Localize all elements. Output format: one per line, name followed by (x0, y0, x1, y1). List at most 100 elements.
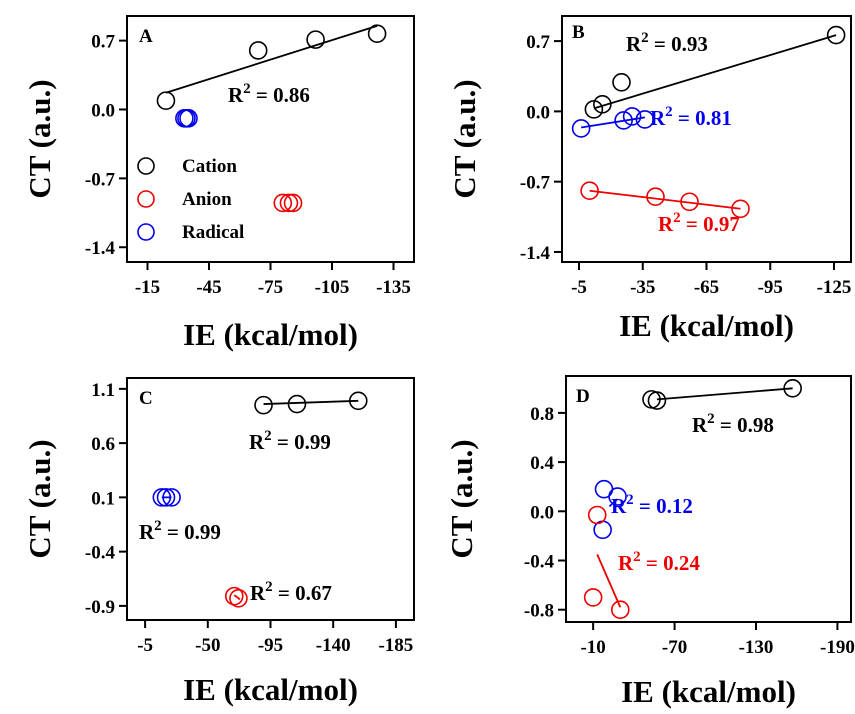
panel-letter: B (572, 22, 585, 43)
data-point-cation (254, 395, 273, 415)
y-tick-label: -0.4 (85, 543, 116, 564)
data-point-radical (156, 488, 176, 507)
data-point-cation (248, 41, 268, 60)
r2-label: R2 = 0.24 (618, 549, 700, 575)
r2-label: R2 = 0.99 (249, 428, 331, 454)
r2-label: R2 = 0.86 (228, 81, 310, 107)
data-point-anion (229, 588, 248, 608)
x-axis-title: IE (kcal/mol) (621, 674, 796, 709)
x-tick-label: -5 (571, 277, 587, 298)
plot-frame (126, 15, 415, 263)
legend-marker (137, 157, 155, 175)
y-axis-title: CT (a.u.) (444, 439, 479, 558)
panel-letter: C (139, 388, 153, 409)
data-point-radical (571, 119, 591, 138)
data-point-anion (580, 181, 599, 201)
data-point-cation (593, 95, 612, 114)
fit-line-radical (608, 498, 619, 508)
y-tick-label: -0.7 (85, 169, 116, 190)
data-point-anion (224, 586, 244, 606)
x-tick-label: -50 (195, 635, 220, 656)
legend-marker (137, 190, 155, 208)
x-axis-title: IE (kcal/mol) (619, 308, 794, 343)
y-tick-label: -0.9 (85, 597, 115, 618)
plot-frame (565, 375, 852, 623)
r2-label: R2 = 0.99 (139, 518, 221, 544)
x-tick-label: -95 (758, 277, 783, 298)
x-axis-title: IE (kcal/mol) (183, 672, 358, 707)
fit-line-anion (233, 594, 241, 601)
r2-label: R2 = 0.12 (611, 492, 693, 518)
data-point-anion (279, 193, 299, 213)
data-point-cation (783, 378, 802, 398)
panel-a: -15 -45 -75 -105 -135 0.7 0.0 -0.7 -1.4 IE (kcal/… (22, 15, 415, 352)
legend-label: Radical (182, 222, 244, 243)
x-tick-label: -45 (196, 277, 221, 298)
x-tick-label: -75 (258, 277, 283, 298)
fit-line-cation (165, 24, 378, 94)
x-tick-label: -130 (739, 637, 774, 658)
legend: Cation Anion Radical (137, 156, 244, 243)
legend-marker (137, 223, 155, 241)
panel-c: -5 -50 -95 -140 -185 1.1 0.6 0.1 -0.4 -0.9 IE (kca… (22, 377, 415, 707)
y-tick-label: -0.7 (520, 173, 551, 194)
panel-letter: A (139, 26, 153, 47)
y-tick-label: -1.4 (85, 238, 116, 259)
y-tick-label: 0.0 (530, 502, 554, 523)
x-tick-label: -65 (694, 277, 719, 298)
data-point-cation (647, 391, 667, 410)
data-point-cation (156, 91, 176, 110)
fit-line-anion (596, 553, 622, 608)
data-point-radical (614, 111, 633, 130)
data-point-anion (583, 588, 603, 607)
y-tick-label: 0.0 (91, 100, 115, 121)
x-tick-label: -190 (820, 637, 855, 658)
y-axis-title: CT (a.u.) (22, 439, 57, 558)
data-point-radical (152, 488, 172, 507)
y-axis-title: CT (a.u.) (22, 79, 57, 198)
x-axis-title: IE (kcal/mol) (183, 317, 358, 352)
fit-line-radical (580, 116, 646, 129)
legend-label: Cation (182, 156, 237, 177)
y-axis-title: CT (a.u.) (447, 79, 482, 198)
data-point-anion (610, 600, 630, 620)
x-tick-label: -95 (258, 635, 283, 656)
x-tick-label: -135 (376, 277, 411, 298)
panel-d: -10 -70 -130 -190 0.8 0.4 0.0 -0.4 -0.8 IE (kcal/… (444, 375, 855, 709)
y-tick-label: 0.1 (91, 488, 115, 509)
x-tick-label: -70 (662, 637, 687, 658)
data-point-radical (608, 487, 627, 506)
data-point-radical (179, 109, 198, 128)
data-point-radical (162, 488, 181, 507)
y-tick-label: 0.7 (91, 32, 115, 53)
x-tick-label: -5 (137, 635, 153, 656)
data-point-anion (283, 193, 303, 213)
y-tick-label: -0.4 (524, 552, 555, 573)
legend-label: Anion (182, 189, 232, 210)
y-tick-label: 0.4 (530, 453, 554, 474)
fit-line-cation (593, 34, 837, 110)
r2-label: R2 = 0.67 (250, 579, 332, 605)
y-tick-label: 1.1 (91, 380, 115, 401)
data-point-anion (731, 199, 750, 219)
data-point-cation (612, 72, 631, 92)
y-tick-label: 0.8 (530, 404, 554, 425)
data-point-cation (826, 25, 846, 45)
fit-line-cation (656, 387, 793, 401)
x-tick-label: -35 (630, 277, 655, 298)
panel-letter: D (576, 386, 590, 407)
panel-b: -5 -35 -65 -95 -125 0.7 0.0 -0.7 -1.4 IE (kcal/mo… (447, 15, 852, 343)
data-point-anion (587, 505, 607, 525)
data-point-anion (646, 187, 665, 207)
r2-label: R2 = 0.98 (692, 411, 774, 437)
y-tick-label: 0.6 (91, 434, 115, 455)
r2-label: R2 = 0.81 (650, 104, 732, 130)
data-point-cation (367, 24, 387, 44)
x-tick-label: -15 (135, 277, 160, 298)
x-tick-label: -105 (315, 277, 350, 298)
x-tick-label: -125 (817, 277, 852, 298)
data-point-radical (635, 110, 655, 129)
fit-line-cation (263, 399, 359, 405)
data-point-anion (680, 192, 699, 212)
